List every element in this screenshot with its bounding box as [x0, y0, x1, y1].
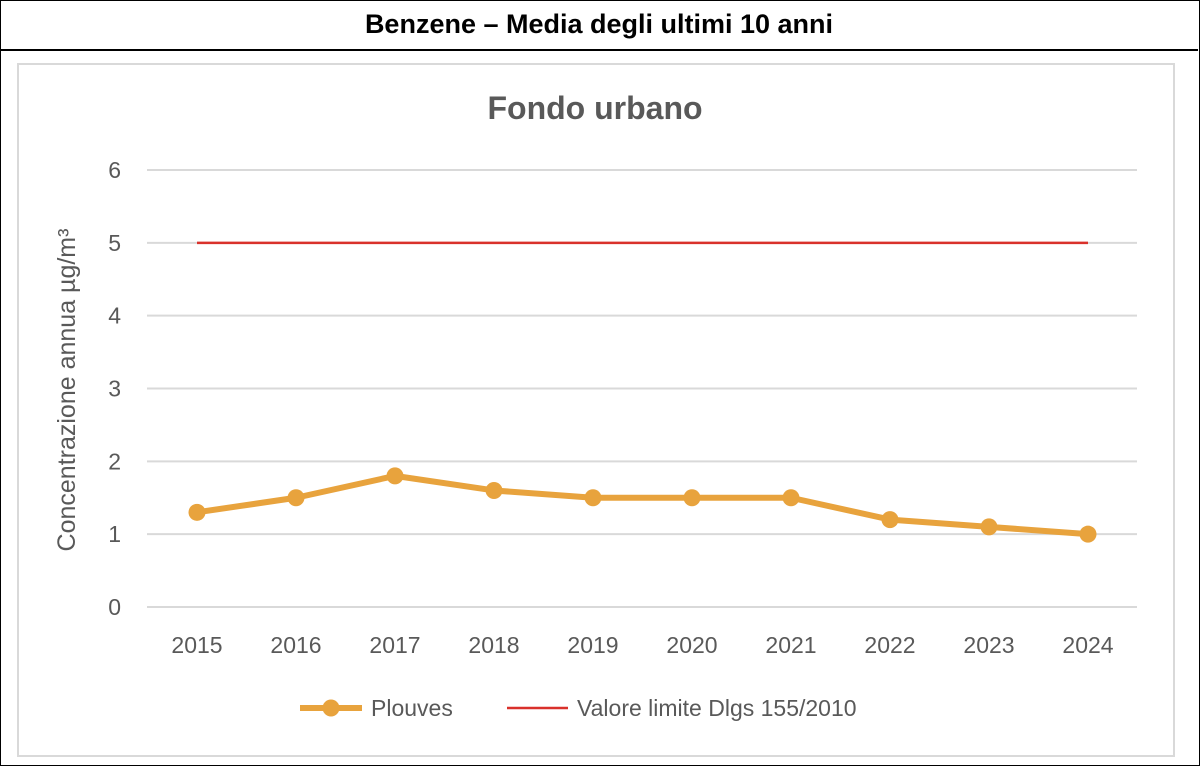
- x-tick-label: 2017: [369, 632, 420, 658]
- x-tick-label: 2018: [468, 632, 519, 658]
- data-point: [782, 489, 800, 507]
- x-tick-label: 2016: [270, 632, 321, 658]
- y-axis-label: Concentrazione annua µg/m³: [53, 229, 81, 552]
- data-point: [287, 489, 305, 507]
- data-point: [1079, 525, 1097, 543]
- x-axis-ticks: 2015 2016 2017 2018 2019 2020 2021 2022 2023 2024: [171, 632, 1113, 658]
- x-tick-label: 2019: [567, 632, 618, 658]
- legend-label-plouves: Plouves: [371, 695, 453, 721]
- data-point: [980, 518, 998, 536]
- x-tick-label: 2024: [1062, 632, 1113, 658]
- data-point: [386, 467, 404, 485]
- data-point: [584, 489, 602, 507]
- legend: Plouves Valore limite Dlgs 155/2010: [300, 695, 857, 721]
- legend-marker-plouves: [322, 699, 340, 717]
- data-point: [485, 481, 503, 499]
- x-tick-label: 2022: [864, 632, 915, 658]
- y-tick-label: 6: [108, 157, 121, 183]
- chart-title: Fondo urbano: [487, 90, 702, 126]
- y-tick-label: 5: [108, 230, 121, 256]
- y-tick-label: 3: [108, 376, 121, 402]
- series-layer: [188, 241, 1097, 543]
- y-tick-label: 4: [108, 303, 121, 329]
- page-title: Benzene – Media degli ultimi 10 anni: [0, 0, 1198, 51]
- y-axis-ticks: 0 1 2 3 4 5 6: [108, 157, 121, 620]
- x-tick-label: 2015: [171, 632, 222, 658]
- data-point: [683, 489, 701, 507]
- chart-area: [17, 63, 1175, 757]
- y-tick-label: 2: [108, 448, 121, 474]
- y-tick-label: 0: [108, 594, 121, 620]
- y-tick-label: 1: [108, 521, 121, 547]
- legend-label-limit: Valore limite Dlgs 155/2010: [577, 695, 857, 721]
- data-point: [188, 503, 206, 521]
- data-point: [881, 511, 899, 529]
- gridlines: [147, 169, 1137, 608]
- x-tick-label: 2021: [765, 632, 816, 658]
- x-tick-label: 2020: [666, 632, 717, 658]
- x-tick-label: 2023: [963, 632, 1014, 658]
- series-line-plouves: [196, 472, 1089, 538]
